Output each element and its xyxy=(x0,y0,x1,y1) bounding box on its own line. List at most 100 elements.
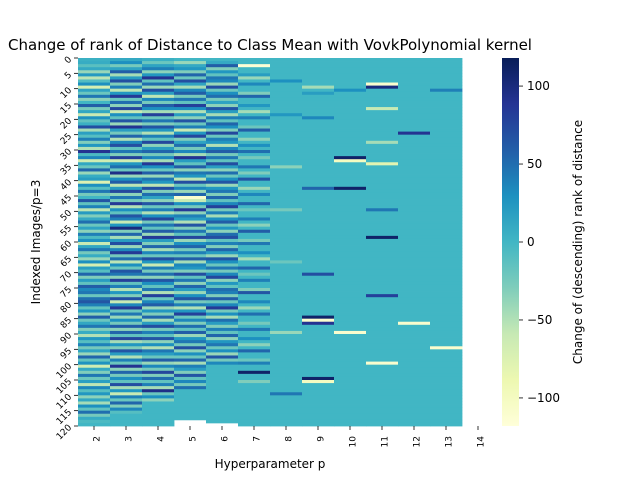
heatmap-cell xyxy=(206,251,239,255)
heatmap-cell xyxy=(110,254,143,258)
y-tick-label: 105 xyxy=(55,377,74,396)
heatmap-cell xyxy=(238,321,271,326)
heatmap-cell xyxy=(238,367,271,372)
heatmap-cell xyxy=(302,217,335,221)
heatmap-cell xyxy=(110,189,143,194)
heatmap-cell xyxy=(174,125,207,129)
heatmap-cell xyxy=(78,58,111,62)
heatmap-cell xyxy=(302,257,335,261)
heatmap-cell xyxy=(78,343,111,347)
heatmap-cell xyxy=(366,223,399,228)
heatmap-cell xyxy=(142,281,175,286)
heatmap-cell xyxy=(302,272,335,277)
heatmap-cell xyxy=(238,318,271,323)
heatmap-cell xyxy=(142,272,175,277)
heatmap-cell xyxy=(142,269,175,274)
heatmap-cell xyxy=(174,306,207,310)
heatmap-cell xyxy=(78,407,111,412)
heatmap-cell xyxy=(78,116,111,120)
y-tick-label: 110 xyxy=(55,392,74,411)
heatmap-cell xyxy=(430,67,463,71)
heatmap-cell xyxy=(366,401,399,405)
heatmap-cell xyxy=(430,189,463,194)
heatmap-cell xyxy=(110,137,143,142)
heatmap-cell xyxy=(302,137,335,142)
heatmap-cell xyxy=(78,315,111,320)
heatmap-cell xyxy=(334,321,367,326)
heatmap-cell xyxy=(238,97,271,102)
heatmap-cell xyxy=(174,82,207,86)
heatmap-cell xyxy=(174,137,207,142)
heatmap-cell xyxy=(270,70,303,74)
heatmap-cell xyxy=(398,168,431,172)
heatmap-cell xyxy=(110,168,143,172)
heatmap-cell xyxy=(430,294,463,298)
heatmap-cell xyxy=(430,395,463,399)
heatmap-cell xyxy=(206,416,239,421)
heatmap-cell xyxy=(302,94,335,99)
heatmap-cell xyxy=(430,330,463,335)
heatmap-cell xyxy=(302,186,335,191)
heatmap-cell xyxy=(110,395,143,399)
heatmap-cell xyxy=(270,422,303,427)
heatmap-cell xyxy=(110,303,143,307)
heatmap-cell xyxy=(430,376,463,381)
heatmap-cell xyxy=(270,156,303,160)
heatmap-cell xyxy=(398,67,431,71)
heatmap-cell xyxy=(398,177,431,182)
heatmap-cell xyxy=(398,330,431,335)
heatmap-cell xyxy=(430,349,463,353)
heatmap-cell xyxy=(302,235,335,240)
heatmap-cell xyxy=(270,116,303,120)
heatmap-cell xyxy=(78,266,111,270)
heatmap-cell xyxy=(270,321,303,326)
heatmap-cell xyxy=(430,91,463,96)
heatmap-cell xyxy=(78,192,111,197)
heatmap-cell xyxy=(430,208,463,212)
heatmap-cell xyxy=(142,346,175,350)
heatmap-cell xyxy=(206,70,239,74)
heatmap-cell xyxy=(334,122,367,126)
heatmap-cell xyxy=(302,376,335,381)
heatmap-cell xyxy=(366,337,399,341)
heatmap-cell xyxy=(78,294,111,298)
heatmap-cell xyxy=(110,82,143,86)
heatmap-cell xyxy=(110,235,143,240)
heatmap-cell xyxy=(270,73,303,77)
y-tick-label: 55 xyxy=(59,224,74,239)
heatmap-cell xyxy=(142,263,175,267)
colorbar-tick-label: 0 xyxy=(527,235,535,249)
heatmap-cell xyxy=(334,361,367,366)
heatmap-cell xyxy=(270,257,303,261)
heatmap-cell xyxy=(142,104,175,108)
heatmap-cell xyxy=(238,82,271,86)
heatmap-cell xyxy=(334,91,367,96)
heatmap-cell xyxy=(238,104,271,108)
heatmap-cell xyxy=(302,370,335,375)
heatmap-cell xyxy=(398,70,431,74)
heatmap-cell xyxy=(366,386,399,390)
heatmap-cell xyxy=(78,337,111,341)
heatmap-cell xyxy=(110,73,143,77)
heatmap-cell xyxy=(174,284,207,289)
heatmap-cell xyxy=(174,202,207,206)
heatmap-cell xyxy=(206,373,239,378)
heatmap-cell xyxy=(206,315,239,320)
x-axis-label: Hyperparameter p xyxy=(215,457,326,471)
heatmap-cell xyxy=(238,260,271,264)
heatmap-cell xyxy=(206,401,239,405)
heatmap-cell xyxy=(270,76,303,80)
heatmap-cell xyxy=(302,58,335,62)
heatmap-cell xyxy=(78,419,111,424)
heatmap-cell xyxy=(110,324,143,329)
heatmap-cell xyxy=(366,76,399,80)
heatmap-cell xyxy=(334,407,367,412)
heatmap-cell xyxy=(206,272,239,277)
heatmap-cell xyxy=(78,153,111,157)
heatmap-cell xyxy=(174,272,207,277)
heatmap-cell xyxy=(302,85,335,90)
heatmap-cell xyxy=(430,143,463,148)
heatmap-cell xyxy=(430,58,463,62)
heatmap-cell xyxy=(206,223,239,228)
